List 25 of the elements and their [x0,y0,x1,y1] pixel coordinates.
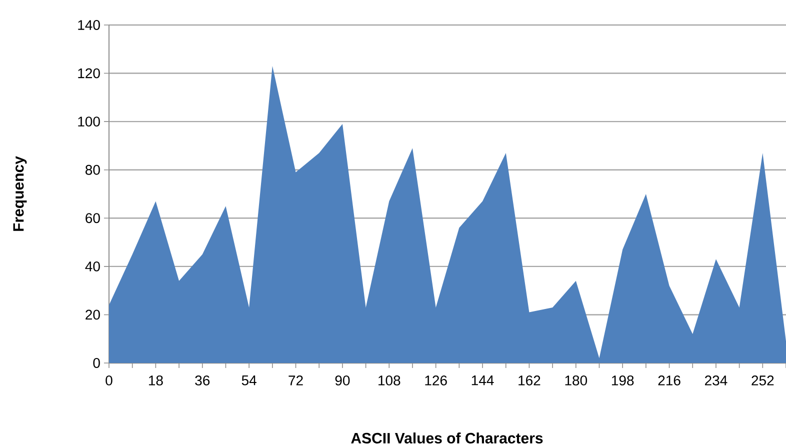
y-tick-label: 0 [93,358,100,368]
x-tick-label: 108 [378,376,400,386]
y-tick-label: 40 [85,261,100,272]
x-tick-label: 216 [658,376,680,386]
x-tick-label: 36 [195,376,210,386]
x-tick-label: 18 [148,376,163,386]
y-tick-label: 120 [78,68,100,78]
x-tick-label: 126 [425,376,447,386]
x-tick-label: 54 [242,376,256,386]
x-tick-label: 72 [288,376,303,386]
x-tick-label: 234 [704,376,728,386]
x-tick-label: 198 [612,376,634,386]
y-tick-label: 140 [78,20,100,30]
x-tick-label: 0 [106,376,112,386]
y-axis-title: Frequency [13,156,27,231]
x-tick-label: 144 [472,376,494,386]
y-tick-label: 80 [86,164,100,175]
y-tick-label: 20 [86,310,100,320]
x-tick-label: 90 [335,376,350,386]
x-tick-label: 162 [518,376,540,386]
y-tick-label: 60 [86,213,100,224]
x-axis-title: ASCII Values of Characters [351,432,543,444]
y-tick-label: 100 [78,116,100,127]
x-tick-label: 252 [752,376,774,386]
x-tick-label: 180 [565,376,588,386]
